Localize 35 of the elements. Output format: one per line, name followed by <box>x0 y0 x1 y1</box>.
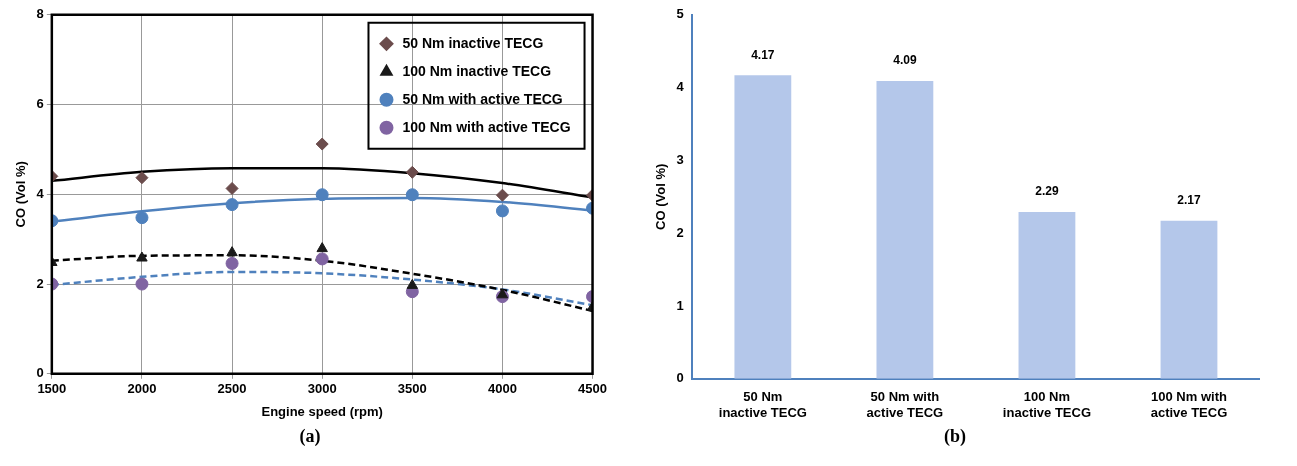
data-label: 4.09 <box>893 53 917 68</box>
data-label: 4.17 <box>751 47 775 62</box>
y-tick-label: 2 <box>676 224 684 240</box>
y-tick-label: 3 <box>676 151 684 167</box>
x-tick-label: 4000 <box>487 381 517 397</box>
x-tick-label: 50 Nm inactive TECG <box>718 389 807 420</box>
y-tick-label: 5 <box>676 6 684 22</box>
x-tick-label: 100 Nm with active TECG <box>1150 389 1228 420</box>
legend-label: 100 Nm inactive TECG <box>402 62 552 79</box>
legend-label: 50 Nm inactive TECG <box>402 34 544 51</box>
x-tick-label: 50 Nm with active TECG <box>866 389 944 420</box>
x-tick-label: 4500 <box>578 381 607 397</box>
y-tick-label: 6 <box>36 96 44 112</box>
y-tick-label: 4 <box>36 185 45 201</box>
legend-label: 50 Nm with active TECG <box>402 90 563 107</box>
data-label: 2.29 <box>1035 184 1059 199</box>
y-tick-label: 1 <box>676 297 684 313</box>
y-tick-label: 8 <box>36 6 44 22</box>
x-tick-label: 3500 <box>397 381 427 397</box>
text: (a) <box>299 426 321 447</box>
text: (b) <box>944 426 966 447</box>
x-tick-label: 2500 <box>217 381 247 397</box>
x-tick-label: 3000 <box>307 381 337 397</box>
x-axis-title: Engine speed (rpm) <box>261 403 383 419</box>
y-axis-title: CO (Vol %) <box>653 163 669 230</box>
y-tick-label: 0 <box>36 365 44 381</box>
x-tick-label: 1500 <box>37 381 67 397</box>
y-axis-title: CO (Vol %) <box>13 161 29 228</box>
x-tick-label: 2000 <box>127 381 157 397</box>
y-tick-label: 0 <box>676 370 684 386</box>
y-tick-label: 4 <box>676 79 685 95</box>
data-label: 2.17 <box>1177 193 1201 208</box>
y-tick-label: 2 <box>36 275 44 291</box>
x-tick-label: 100 Nm inactive TECG <box>1002 389 1092 420</box>
legend-label: 100 Nm with active TECG <box>402 118 571 135</box>
